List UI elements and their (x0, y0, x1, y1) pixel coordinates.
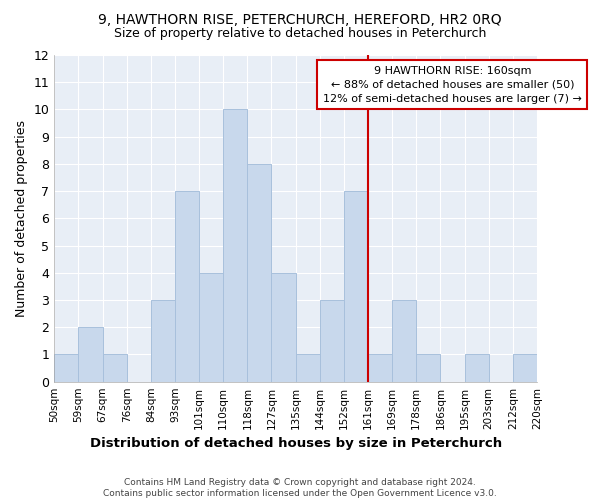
Text: Contains HM Land Registry data © Crown copyright and database right 2024.
Contai: Contains HM Land Registry data © Crown c… (103, 478, 497, 498)
Text: 9 HAWTHORN RISE: 160sqm
← 88% of detached houses are smaller (50)
12% of semi-de: 9 HAWTHORN RISE: 160sqm ← 88% of detache… (323, 66, 582, 104)
Text: 9, HAWTHORN RISE, PETERCHURCH, HEREFORD, HR2 0RQ: 9, HAWTHORN RISE, PETERCHURCH, HEREFORD,… (98, 12, 502, 26)
Bar (247, 164, 271, 382)
Bar (416, 354, 440, 382)
Bar (103, 354, 127, 382)
Bar (271, 273, 296, 382)
Bar (79, 327, 103, 382)
Text: Size of property relative to detached houses in Peterchurch: Size of property relative to detached ho… (114, 28, 486, 40)
Bar (368, 354, 392, 382)
Bar (54, 354, 79, 382)
Bar (320, 300, 344, 382)
X-axis label: Distribution of detached houses by size in Peterchurch: Distribution of detached houses by size … (89, 437, 502, 450)
Bar (344, 191, 368, 382)
Bar (223, 110, 247, 382)
Bar (296, 354, 320, 382)
Bar (392, 300, 416, 382)
Bar (513, 354, 537, 382)
Bar (199, 273, 223, 382)
Y-axis label: Number of detached properties: Number of detached properties (15, 120, 28, 317)
Bar (151, 300, 175, 382)
Bar (464, 354, 488, 382)
Bar (175, 191, 199, 382)
